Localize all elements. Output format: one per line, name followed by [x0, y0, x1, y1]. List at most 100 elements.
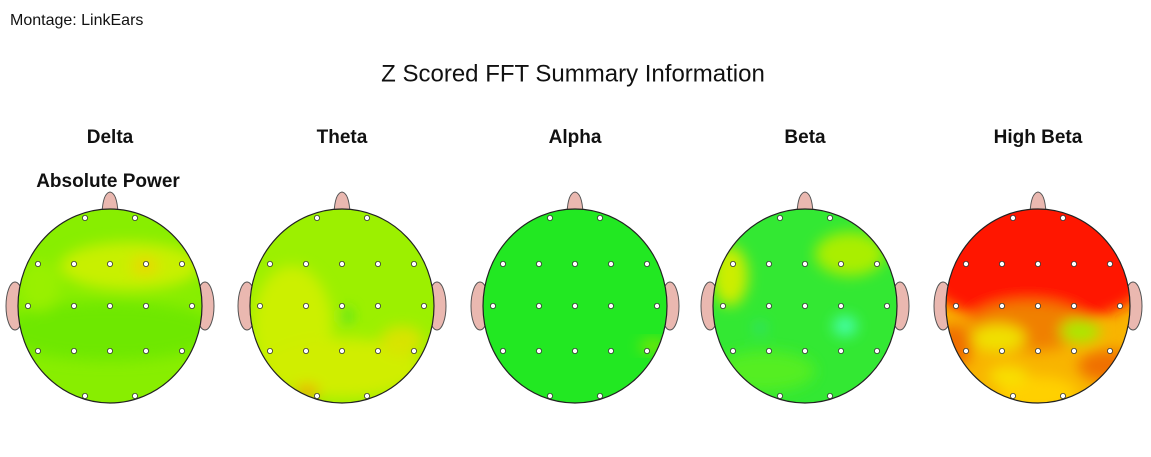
- electrode: [363, 392, 370, 399]
- map-patch: [755, 324, 765, 332]
- electrode: [142, 260, 149, 267]
- electrode: [35, 260, 42, 267]
- head-map: Alpha: [470, 127, 680, 404]
- head-map: Theta: [237, 127, 447, 404]
- electrode: [1060, 214, 1067, 221]
- electrode: [374, 347, 381, 354]
- map-patch: [20, 261, 60, 311]
- nose: [333, 191, 351, 214]
- electrode: [999, 260, 1006, 267]
- map-patch: [18, 301, 202, 361]
- electrode: [963, 347, 970, 354]
- electrode: [644, 260, 651, 267]
- electrode: [572, 347, 579, 354]
- electrode: [1035, 260, 1042, 267]
- electrode: [188, 302, 195, 309]
- electrode: [489, 302, 496, 309]
- head-outline: [482, 208, 668, 404]
- electrode: [1010, 214, 1017, 221]
- electrode: [1071, 347, 1078, 354]
- electrode: [1117, 302, 1124, 309]
- map-patch: [380, 326, 424, 356]
- electrode: [547, 392, 554, 399]
- electrode: [338, 260, 345, 267]
- electrode: [410, 260, 417, 267]
- electrode: [874, 260, 881, 267]
- map-patch: [815, 232, 885, 276]
- electrode: [499, 260, 506, 267]
- map-patch: [998, 376, 1078, 403]
- electrode: [838, 347, 845, 354]
- nose: [101, 191, 119, 214]
- electrode: [953, 302, 960, 309]
- electrode: [82, 392, 89, 399]
- electrode: [82, 214, 89, 221]
- nose: [796, 191, 814, 214]
- electrode: [363, 214, 370, 221]
- electrode: [142, 302, 149, 309]
- electrode: [572, 260, 579, 267]
- map-patch: [60, 242, 200, 290]
- map-patch: [262, 338, 422, 398]
- electrode: [302, 347, 309, 354]
- electrode: [802, 347, 809, 354]
- electrode: [654, 302, 661, 309]
- nose: [1029, 191, 1047, 214]
- electrode: [777, 392, 784, 399]
- electrode: [802, 302, 809, 309]
- electrode: [142, 347, 149, 354]
- electrode: [963, 260, 970, 267]
- electrode: [256, 302, 263, 309]
- electrode: [302, 260, 309, 267]
- electrode: [71, 302, 78, 309]
- map-patches: [252, 266, 424, 399]
- electrode: [1107, 260, 1114, 267]
- electrode: [499, 347, 506, 354]
- electrode: [597, 392, 604, 399]
- electrode: [547, 214, 554, 221]
- electrode: [644, 347, 651, 354]
- band-label: Delta: [87, 127, 134, 148]
- electrode: [410, 347, 417, 354]
- electrode: [720, 302, 727, 309]
- electrode: [597, 214, 604, 221]
- electrode: [107, 260, 114, 267]
- electrode: [1060, 392, 1067, 399]
- electrode: [874, 347, 881, 354]
- figure-title: Z Scored FFT Summary Information: [381, 60, 765, 87]
- map-patch: [343, 308, 351, 324]
- electrode: [338, 347, 345, 354]
- electrode: [766, 302, 773, 309]
- electrode: [420, 302, 427, 309]
- electrode: [374, 302, 381, 309]
- electrode: [1107, 347, 1114, 354]
- electrode: [608, 347, 615, 354]
- electrode: [838, 260, 845, 267]
- electrode: [131, 392, 138, 399]
- electrode: [777, 214, 784, 221]
- electrode: [313, 392, 320, 399]
- map-patch: [833, 316, 857, 336]
- electrode: [266, 347, 273, 354]
- row-label: Absolute Power: [36, 171, 180, 192]
- electrode: [374, 260, 381, 267]
- electrode: [71, 347, 78, 354]
- electrode: [107, 347, 114, 354]
- electrode: [178, 260, 185, 267]
- electrode: [536, 347, 543, 354]
- electrode: [827, 214, 834, 221]
- electrode: [313, 214, 320, 221]
- electrode: [838, 302, 845, 309]
- electrode: [1071, 260, 1078, 267]
- electrode: [338, 302, 345, 309]
- electrode: [802, 260, 809, 267]
- map-patch: [970, 324, 1026, 352]
- electrode: [827, 392, 834, 399]
- electrode: [266, 260, 273, 267]
- electrode: [608, 260, 615, 267]
- head-map: Beta: [700, 127, 910, 404]
- head-map: Delta: [5, 127, 215, 404]
- electrode: [999, 347, 1006, 354]
- electrode: [1010, 392, 1017, 399]
